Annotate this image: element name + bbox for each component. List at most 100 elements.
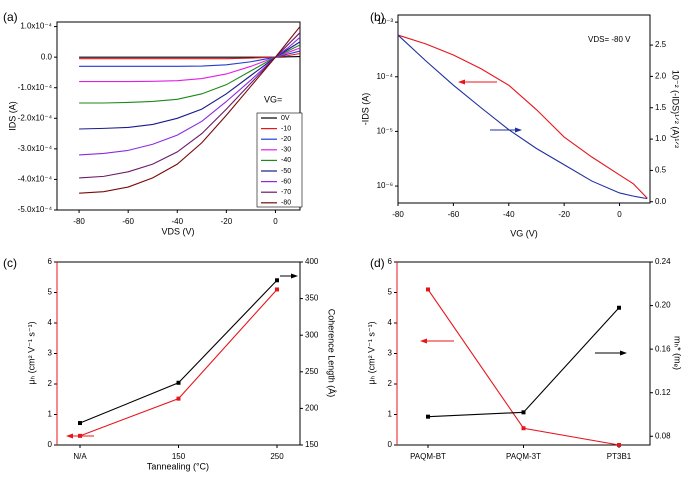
y2-tick-label: 0.24 (655, 257, 671, 266)
legend-label: -40 (281, 157, 291, 164)
arrow-head (458, 79, 465, 85)
legend-label: -60 (281, 178, 291, 185)
series-line (79, 36, 301, 156)
arrow-head (420, 338, 427, 344)
x-tick-label: -80 (392, 210, 404, 219)
y-tick-label: 0 (48, 440, 53, 449)
series-line (397, 34, 648, 200)
y-axis-label: -IDS (A) (360, 93, 370, 126)
y-axis-label: IDS (A) (7, 101, 17, 131)
y2-tick-label: 300 (305, 330, 319, 339)
y2-tick-label: 0.08 (655, 431, 671, 440)
x-tick-label: PAQM-3T (506, 452, 541, 461)
y2-axis-label: Coherence Length (Å) (327, 309, 337, 398)
marker (176, 396, 181, 401)
y-tick-label: 0.0 (41, 52, 53, 61)
arrow-head (291, 273, 298, 279)
y-tick-label: 10⁻⁶ (377, 181, 393, 190)
legend-label: -10 (281, 125, 291, 132)
x-tick-label: -20 (221, 217, 233, 226)
y-tick-label: 10⁻³ (377, 17, 393, 26)
y2-tick-label: 1.0 (655, 134, 667, 143)
marker (176, 380, 181, 385)
annotation: VDS= -80 V (588, 35, 631, 44)
y2-tick-label: 1.5 (655, 103, 667, 112)
y-tick-label: 1 (48, 410, 53, 419)
y2-tick-label: 400 (305, 257, 319, 266)
y-tick-label: 3 (48, 349, 53, 358)
y2-tick-label: 350 (305, 294, 319, 303)
x-tick-label: -40 (503, 210, 515, 219)
arrow-head (620, 350, 627, 356)
y2-tick-label: 2.5 (655, 40, 667, 49)
y-tick-label: 10⁻⁵ (377, 127, 393, 136)
x-tick-label: N/A (73, 452, 87, 461)
panel-label: (a) (3, 10, 18, 24)
y2-tick-label: 0.20 (655, 301, 671, 310)
legend-label: -50 (281, 168, 291, 175)
x-tick-label: PT3B1 (607, 452, 632, 461)
arrow-head (66, 433, 73, 439)
series-line (79, 26, 301, 194)
legend-title: VG= (264, 94, 282, 104)
y-tick-label: -4.0x10⁻⁴ (18, 175, 53, 184)
y-tick-label: 3 (388, 349, 393, 358)
y-tick-label: 2 (48, 379, 53, 388)
y-tick-label: 4 (48, 318, 53, 327)
marker (426, 287, 430, 292)
x-tick-label: -40 (171, 217, 183, 226)
y-tick-label: 6 (388, 257, 393, 266)
marker (521, 426, 526, 431)
x-tick-label: 250 (270, 452, 284, 461)
legend-label: -30 (281, 147, 291, 154)
y2-axis-label: mₕ* (mₑ) (673, 336, 683, 370)
plot-frame (397, 14, 651, 204)
marker (78, 421, 82, 426)
y2-tick-label: 200 (305, 404, 319, 413)
y2-tick-label: 2.0 (655, 72, 667, 81)
x-tick-label: -60 (122, 217, 134, 226)
y2-tick-label: 0.5 (655, 166, 667, 175)
y-tick-label: 5 (48, 288, 53, 297)
y-tick-label: 10⁻⁴ (376, 72, 393, 81)
y-tick-label: -2.0x10⁻⁴ (18, 113, 53, 122)
y-tick-label: 1.0x10⁻⁴ (20, 22, 52, 31)
x-tick-label: -60 (448, 210, 460, 219)
y-tick-label: 4 (388, 318, 393, 327)
marker (275, 278, 279, 283)
panel-label: (b) (370, 10, 385, 24)
marker (78, 433, 82, 438)
legend-label: -80 (281, 200, 291, 207)
series-line (397, 34, 648, 199)
y-tick-label: -5.0x10⁻⁴ (18, 205, 53, 214)
x-axis-label: VDS (V) (161, 226, 194, 236)
panel-label: (c) (3, 256, 17, 270)
marker (521, 410, 526, 415)
legend-label: -20 (281, 136, 291, 143)
x-tick-label: 0 (617, 210, 622, 219)
x-tick-label: 0 (273, 217, 278, 226)
legend-label: 0V (281, 115, 290, 122)
x-axis-label: VG (V) (510, 228, 538, 238)
x-tick-label: -80 (73, 217, 85, 226)
series-line (79, 32, 301, 179)
y-tick-label: 6 (48, 257, 53, 266)
y2-tick-label: 0.16 (655, 344, 671, 353)
y2-tick-label: 150 (305, 440, 319, 449)
y2-axis-label: 10⁻² (-IDS)¹ᐟ² (A)¹ᐟ² (671, 70, 681, 148)
y2-tick-label: 0.0 (655, 197, 667, 206)
legend-label: -70 (281, 189, 291, 196)
panel-label: (d) (370, 256, 385, 270)
x-tick-label: PAQM-BT (410, 452, 446, 461)
y2-tick-label: 250 (305, 367, 319, 376)
y-tick-label: 5 (388, 288, 393, 297)
y2-tick-label: 0.12 (655, 388, 671, 397)
x-tick-label: 150 (172, 452, 186, 461)
y-tick-label: -3.0x10⁻⁴ (18, 144, 53, 153)
y-axis-label: μₕ (cm² V⁻¹ s⁻¹) (26, 321, 36, 384)
y-tick-label: 0 (388, 440, 393, 449)
marker (275, 287, 279, 292)
arrow-head (515, 127, 522, 133)
